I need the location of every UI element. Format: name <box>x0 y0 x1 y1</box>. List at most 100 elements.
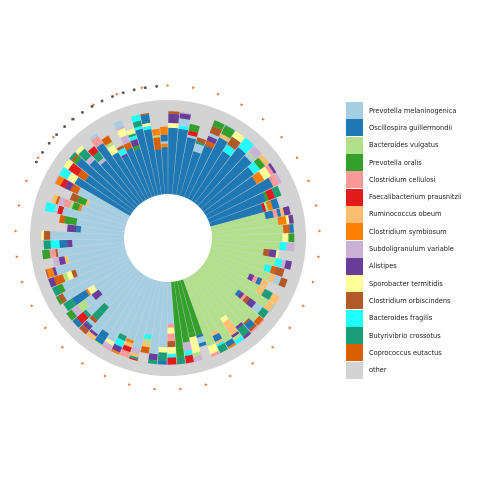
bar-segment <box>195 141 205 147</box>
bar-segment <box>111 343 123 353</box>
bar-segment <box>130 138 140 148</box>
bar-segment <box>178 118 191 128</box>
outer-dot <box>41 150 44 154</box>
bar-segment <box>67 245 126 263</box>
bar-segment <box>159 126 168 135</box>
legend-label: Bacteroides vulgatus <box>369 141 439 150</box>
bar-segment <box>78 148 88 158</box>
bar-segment <box>121 153 128 159</box>
bar-segment <box>208 252 268 280</box>
bar-segment <box>235 322 244 330</box>
bar-segment <box>289 224 294 233</box>
bar-segment <box>91 271 143 335</box>
bar-segment <box>151 128 161 136</box>
bar-segment <box>129 355 139 360</box>
legend-label: Coprococcus eutactus <box>369 348 442 357</box>
outer-flag <box>30 304 34 308</box>
bar-segment <box>248 145 262 160</box>
bar-segment <box>187 130 199 137</box>
bar-segment <box>97 329 110 341</box>
bar-segment <box>234 335 244 345</box>
bar-segment <box>90 135 103 148</box>
bar-segment <box>240 293 247 301</box>
bar-segment <box>257 319 265 327</box>
bar-segment <box>196 333 204 339</box>
bar-segment <box>55 175 65 187</box>
bar-segment <box>262 248 270 257</box>
bar-segment <box>232 133 244 143</box>
bar-segment <box>134 125 143 131</box>
legend-item: Subdoligranulum variable <box>346 240 462 258</box>
bar-segment <box>245 297 257 309</box>
bar-segment <box>76 225 79 233</box>
legend-swatch <box>346 205 363 223</box>
legend-label: Oscillospira guillermondii <box>369 123 453 132</box>
bar-segment <box>187 134 197 140</box>
bar-segment <box>59 167 72 180</box>
bar-segment <box>153 137 161 142</box>
bar-segment <box>62 255 129 292</box>
bar-segment <box>57 196 66 207</box>
legend-label: Ruminococcus obeum <box>369 210 442 219</box>
bar-segment <box>220 314 229 323</box>
bar-segment <box>143 125 152 131</box>
bar-segment <box>211 217 279 233</box>
bar-segment <box>86 331 97 341</box>
outer-flag <box>81 361 85 365</box>
outer-flag <box>128 383 132 387</box>
bar-segment <box>209 125 223 137</box>
outer-flag <box>37 156 41 160</box>
bar-segment <box>70 298 77 307</box>
bar-segment <box>168 127 179 195</box>
bar-segment <box>94 339 103 346</box>
bar-segment <box>277 216 287 226</box>
bar-segment <box>87 145 99 157</box>
bar-segment <box>76 158 136 211</box>
bar-segment <box>79 324 90 335</box>
bar-segment <box>57 283 66 294</box>
bar-segment <box>288 214 294 224</box>
outer-flag <box>302 304 306 308</box>
outer-dot <box>34 160 38 164</box>
bar-segment <box>255 171 265 182</box>
bar-segment <box>194 147 246 206</box>
bar-segment <box>270 198 280 210</box>
bar-segment <box>167 333 175 342</box>
legend-swatch <box>346 171 363 189</box>
bar-segment <box>268 292 281 305</box>
outer-dot <box>100 99 104 103</box>
bar-segment <box>188 332 196 338</box>
bar-segment <box>167 324 175 328</box>
bar-segment <box>189 275 233 343</box>
bar-segment <box>234 289 242 297</box>
bar-segment <box>268 273 276 283</box>
bar-segment <box>167 281 174 325</box>
bar-segment <box>70 183 81 195</box>
bar-segment <box>126 147 152 199</box>
bar-segment <box>288 233 295 243</box>
legend: Prevotella melaninogenica Oscillospira gu… <box>346 102 462 379</box>
bar-segment <box>211 233 283 242</box>
bar-segment <box>161 143 168 148</box>
legend-swatch <box>346 275 363 293</box>
bar-segment <box>279 242 287 251</box>
bar-segment <box>140 346 150 354</box>
legend-swatch <box>346 361 363 379</box>
bar-segment <box>191 343 201 354</box>
bar-segment <box>85 199 90 207</box>
bar-segment <box>69 152 77 161</box>
bar-segment <box>53 174 60 184</box>
bar-segment <box>212 120 225 131</box>
legend-swatch <box>346 119 363 137</box>
bar-segment <box>85 320 93 328</box>
bar-segment <box>52 257 61 267</box>
bar-segment <box>183 278 216 347</box>
bar-segment <box>55 248 59 258</box>
bar-segment <box>238 141 251 154</box>
legend-label: Faecalibacterium prausnitzii <box>369 193 462 202</box>
bar-segment <box>116 127 128 138</box>
bar-segment <box>257 307 269 319</box>
bar-segment <box>211 242 264 256</box>
bar-segment <box>174 281 190 343</box>
bar-segment <box>89 329 98 337</box>
